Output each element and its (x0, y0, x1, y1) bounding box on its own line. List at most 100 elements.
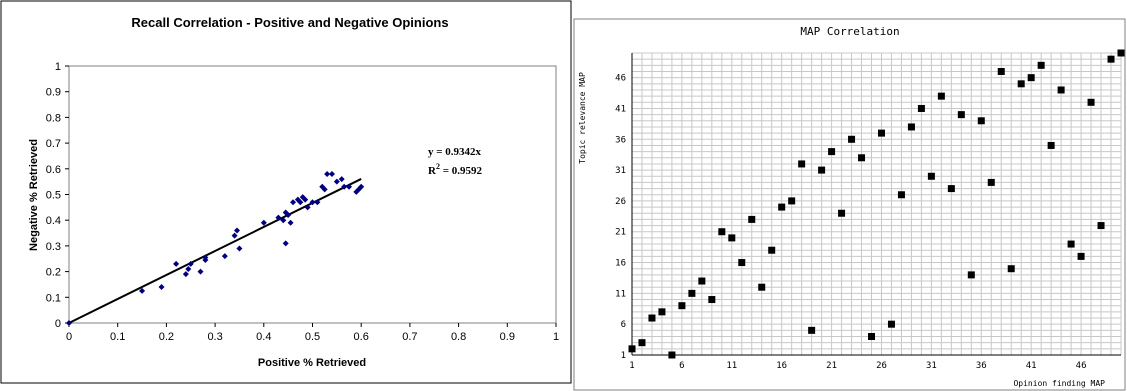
data-point (275, 214, 282, 221)
data-point (302, 196, 309, 203)
y-tick-label: 0.4 (46, 215, 61, 227)
data-point (236, 245, 243, 252)
x-tick-label: 0.5 (305, 331, 320, 343)
x-tick-label: 0.2 (159, 331, 174, 343)
x-tick-label: 0.8 (451, 331, 466, 343)
y-tick-label: 0.3 (46, 241, 61, 253)
y-tick-label: 0.7 (46, 138, 61, 150)
x-tick-label: 0.4 (256, 331, 271, 343)
data-point (1107, 55, 1115, 63)
data-point (987, 178, 995, 186)
data-point (173, 260, 180, 267)
data-point (718, 228, 726, 236)
data-point (1067, 240, 1075, 248)
data-point (997, 67, 1005, 75)
y-tick-label: 1 (621, 351, 626, 361)
x-tick-label: 1 (629, 361, 634, 371)
x-tick-label: 0.9 (500, 331, 515, 343)
data-point (967, 271, 975, 279)
data-point (798, 160, 806, 168)
data-point (346, 183, 353, 190)
data-point (648, 314, 656, 322)
data-point (358, 183, 365, 190)
data-point (768, 246, 776, 254)
data-point (231, 232, 238, 239)
data-point (1037, 61, 1045, 69)
data-point (758, 283, 766, 291)
data-point (1007, 265, 1015, 273)
y-tick-label: 0.5 (46, 190, 61, 202)
x-tick-label: 0.3 (207, 331, 222, 343)
data-point (309, 199, 316, 206)
y-tick-label: 46 (615, 74, 626, 84)
chart-title: MAP Correlation (800, 25, 899, 38)
x-tick-label: 6 (679, 361, 684, 371)
data-point (907, 123, 915, 131)
data-point (314, 199, 321, 206)
data-point (287, 219, 294, 226)
data-point (338, 176, 345, 183)
data-point (668, 351, 676, 359)
x-tick-label: 36 (976, 361, 987, 371)
data-point (321, 186, 328, 193)
y-tick-label: 31 (615, 166, 626, 176)
trendline-equation: y = 0.9342x (428, 146, 482, 158)
x-tick-label: 16 (776, 361, 787, 371)
data-point (197, 268, 204, 275)
y-tick-label: 0 (55, 318, 61, 330)
data-point (1047, 141, 1055, 149)
x-tick-label: 46 (1076, 361, 1087, 371)
data-point (1057, 86, 1065, 94)
data-point (808, 326, 816, 334)
data-point (1087, 98, 1095, 106)
data-point (328, 170, 335, 177)
y-tick-label: 11 (615, 289, 626, 299)
data-point (818, 166, 826, 174)
data-point (1117, 49, 1125, 57)
data-point (297, 199, 304, 206)
data-point (324, 170, 331, 177)
y-tick-label: 21 (615, 228, 626, 238)
data-point (838, 209, 846, 217)
x-tick-label: 26 (876, 361, 887, 371)
map-correlation-chart: MAP Correlation Opinion finding MAP Topi… (572, 0, 1127, 391)
data-point (708, 296, 716, 304)
data-point (947, 185, 955, 193)
data-point (234, 227, 241, 234)
data-point (658, 308, 666, 316)
data-point (187, 260, 194, 267)
data-point (868, 333, 876, 341)
chart-title: Recall Correlation - Positive and Negati… (131, 15, 448, 30)
data-point (748, 215, 756, 223)
data-point (897, 191, 905, 199)
data-point (182, 271, 189, 278)
data-point (202, 254, 209, 261)
x-tick-label: 1 (553, 331, 559, 343)
data-point (788, 197, 796, 205)
data-point (158, 284, 165, 291)
data-point (285, 212, 292, 219)
data-point (1017, 80, 1025, 88)
x-tick-label: 11 (726, 361, 737, 371)
data-point (848, 135, 856, 143)
data-point (280, 217, 287, 224)
recall-chart-svg: Recall Correlation - Positive and Negati… (0, 0, 572, 384)
data-point (877, 129, 885, 137)
data-point (185, 266, 192, 273)
y-axis-label: Negative % Retrieved (28, 139, 40, 251)
map-chart-svg: MAP Correlation Opinion finding MAP Topi… (573, 18, 1126, 391)
y-tick-label: 0.2 (46, 267, 61, 279)
y-tick-label: 0.1 (46, 292, 61, 304)
y-tick-label: 26 (615, 197, 626, 207)
data-point (1077, 252, 1085, 260)
data-point (927, 172, 935, 180)
x-tick-label: 31 (926, 361, 937, 371)
x-tick-label: 41 (1026, 361, 1037, 371)
data-point (341, 183, 348, 190)
recall-correlation-chart: Recall Correlation - Positive and Negati… (0, 0, 572, 384)
data-point (678, 302, 686, 310)
data-point (858, 154, 866, 162)
x-tick-label: 21 (826, 361, 837, 371)
data-point (977, 117, 985, 125)
data-point (1097, 222, 1105, 230)
